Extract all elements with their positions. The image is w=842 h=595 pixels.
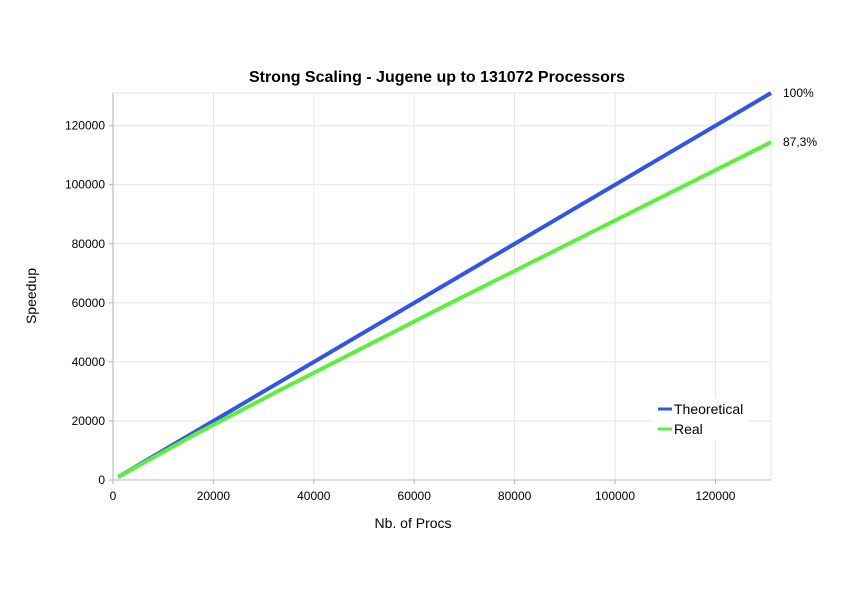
y-axis-label: Speedup <box>23 268 39 324</box>
x-tick-label: 80000 <box>498 489 532 503</box>
x-tick-label: 0 <box>110 489 117 503</box>
x-tick-label: 100000 <box>595 489 635 503</box>
x-tick-label: 20000 <box>197 489 231 503</box>
y-tick-label: 0 <box>98 473 105 487</box>
y-tick-label: 20000 <box>72 414 106 428</box>
x-tick-label: 60000 <box>398 489 432 503</box>
annotation-label: 100% <box>783 86 814 100</box>
x-tick-label: 40000 <box>297 489 331 503</box>
annotation-label: 87,3% <box>783 135 817 149</box>
x-tick-labels: 0 20000 40000 60000 80000 100000 120000 <box>110 489 736 503</box>
legend: Theoretical Real <box>653 398 749 440</box>
chart-title: Strong Scaling - Jugene up to 131072 Pro… <box>249 69 625 86</box>
y-tick-labels: 0 20000 40000 60000 80000 100000 120000 <box>65 119 105 487</box>
x-tick-label: 120000 <box>695 489 735 503</box>
x-axis-label: Nb. of Procs <box>374 515 451 531</box>
y-tick-label: 100000 <box>65 178 105 192</box>
end-annotations: 100% 87,3% <box>783 86 817 149</box>
axes <box>109 93 771 484</box>
y-tick-label: 120000 <box>65 119 105 133</box>
legend-box <box>653 398 749 440</box>
y-tick-label: 60000 <box>72 296 106 310</box>
y-tick-label: 80000 <box>72 237 106 251</box>
series-line-real <box>117 140 772 479</box>
series-lines <box>117 91 773 479</box>
legend-label-real: Real <box>674 421 703 437</box>
legend-label-theoretical: Theoretical <box>674 401 743 417</box>
y-tick-label: 40000 <box>72 355 106 369</box>
